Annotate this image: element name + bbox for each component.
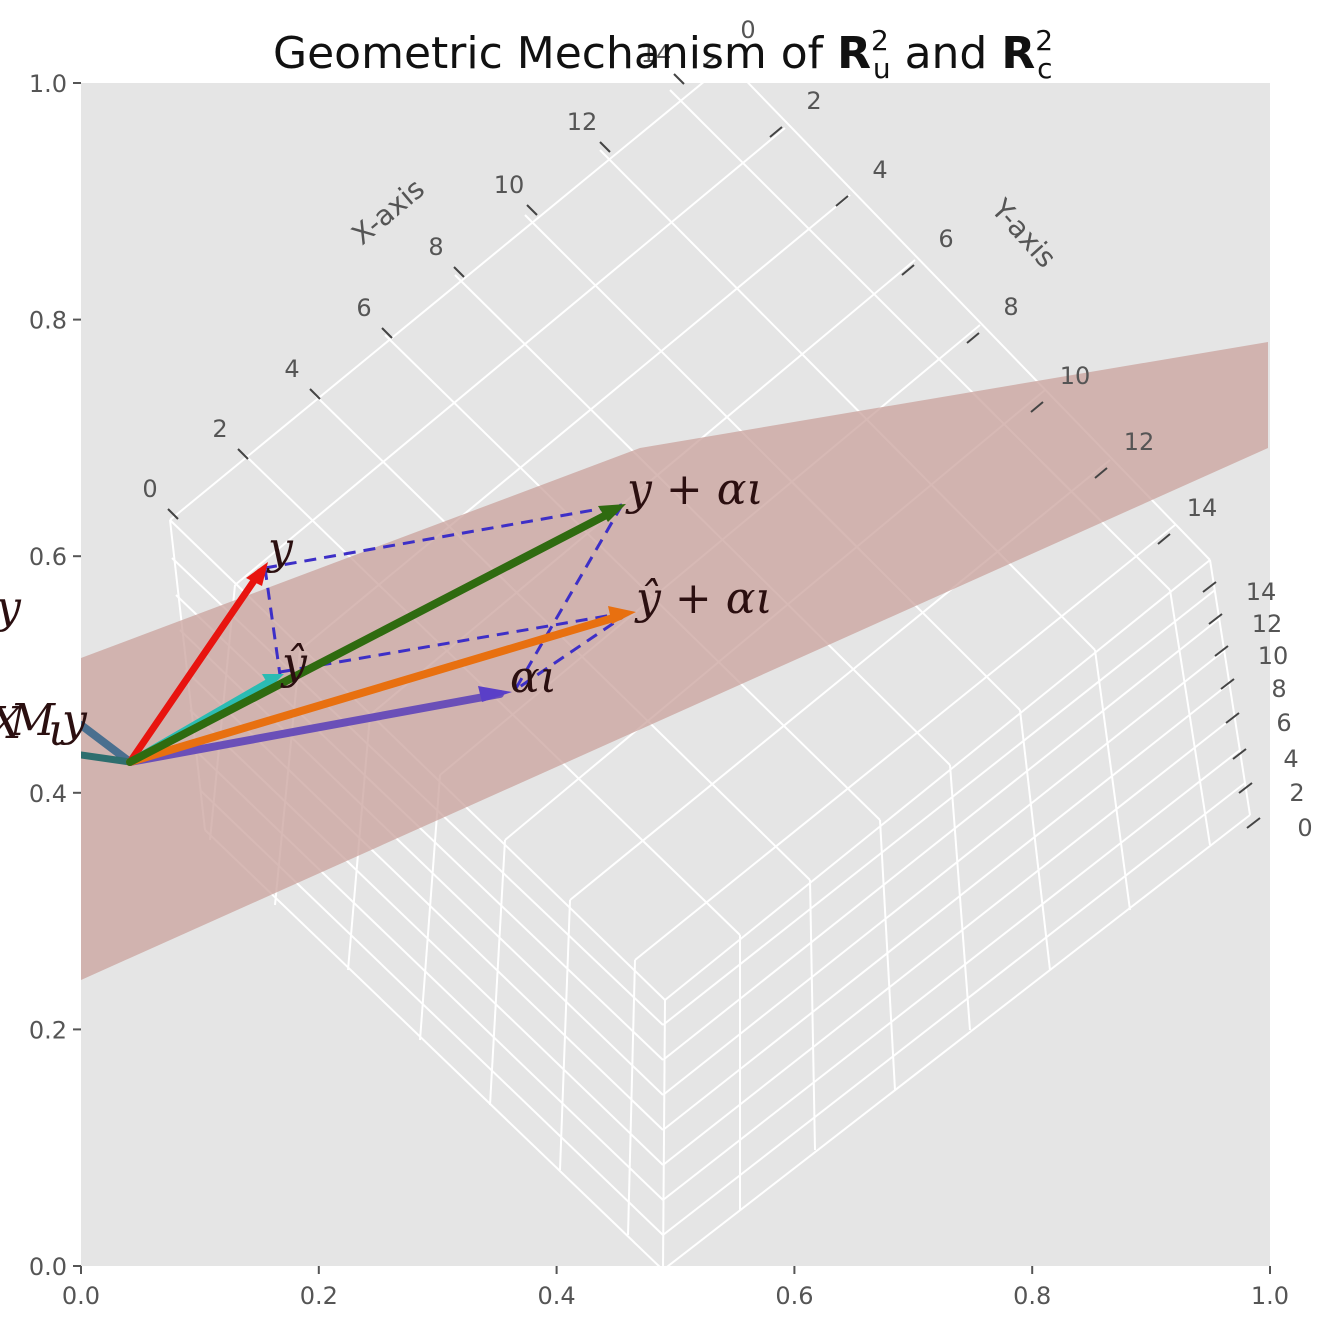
alpha-iota-vector bbox=[126, 690, 504, 766]
x3d-tick-label-mark bbox=[453, 266, 465, 278]
z3d-tick-label-mark bbox=[1225, 712, 1240, 724]
axis3d-ticks: 0 2 4 6 8 10 12 14 0 2 4 6 8 10 12 14 0 2 4 6 8 10 12 14 bbox=[142, 16, 1312, 842]
x-tick-label: 0.6 bbox=[775, 1282, 813, 1310]
y3d-tick-label: 8 bbox=[1003, 293, 1018, 321]
z3d-tick-label-mark bbox=[1220, 678, 1235, 690]
y-plus-alpha-iota-arrowhead bbox=[598, 504, 626, 522]
y-tick-label: 0.6 bbox=[29, 543, 67, 571]
z3d-tick-label: 6 bbox=[1276, 709, 1291, 737]
svg-text:X: X bbox=[0, 698, 23, 749]
x3d-tick-label-mark bbox=[673, 73, 685, 85]
y3d-tick-label-mark bbox=[769, 126, 783, 138]
y3d-tick-label: 12 bbox=[1124, 428, 1155, 456]
z3d-tick-label-mark bbox=[1214, 645, 1229, 657]
y3d-tick-label-mark bbox=[966, 332, 980, 344]
y-tick-label: 0.8 bbox=[29, 307, 67, 335]
column-space-plane bbox=[81, 342, 1268, 980]
y-tick-label: 0.2 bbox=[29, 1016, 67, 1044]
x-tick-label: 0.2 bbox=[300, 1282, 338, 1310]
svg-text:M: M bbox=[9, 695, 56, 746]
label-y-hat: ŷ bbox=[280, 638, 308, 689]
x3d-tick-label-mark bbox=[526, 204, 538, 216]
x-tick-label: 1.0 bbox=[1251, 1282, 1289, 1310]
z3d-tick-label: 0 bbox=[1297, 814, 1312, 842]
x3d-tick-label-mark bbox=[599, 141, 611, 153]
y-hat-plus-alpha-iota-vector bbox=[126, 612, 624, 766]
vectors bbox=[81, 504, 636, 766]
x3d-tick-label: 0 bbox=[142, 475, 157, 503]
y-hat-arrowhead bbox=[262, 674, 284, 688]
y-plus-alpha-iota-vector bbox=[126, 508, 616, 766]
z3d-tick-label-mark bbox=[1238, 782, 1253, 794]
alpha-iota-arrowhead bbox=[478, 686, 512, 702]
x3d-tick-label: 4 bbox=[284, 355, 299, 383]
y-hat-plus-alpha-iota-arrowhead bbox=[608, 606, 636, 624]
y3d-tick-label: 4 bbox=[872, 156, 887, 184]
x3d-tick-label: 10 bbox=[494, 171, 525, 199]
y3d-tick-label-mark bbox=[835, 195, 849, 207]
x3d-tick-label-mark bbox=[381, 327, 393, 339]
dashed-construction-lines bbox=[263, 503, 631, 692]
y-tick-label: 0.0 bbox=[29, 1253, 67, 1281]
z3d-tick-label: 4 bbox=[1283, 745, 1298, 773]
x3d-tick-label: 14 bbox=[641, 40, 672, 68]
label-left-y: y bbox=[0, 582, 22, 633]
x3d-tick-label-mark bbox=[309, 388, 321, 400]
y3d-tick-label: 2 bbox=[806, 87, 821, 115]
x3d-tick-label: 8 bbox=[428, 233, 443, 261]
label-mx-m-iota-y: X M ι y bbox=[0, 695, 88, 756]
svg-text:ι: ι bbox=[48, 705, 65, 756]
mx-m-iota-y-vector bbox=[81, 721, 134, 766]
z3d-tick-label-mark bbox=[1246, 817, 1261, 829]
z3d-tick-label: 14 bbox=[1246, 578, 1277, 606]
y-tick-label: 0.4 bbox=[29, 780, 67, 808]
label-y: y bbox=[266, 523, 294, 574]
y3d-tick-label: 10 bbox=[1060, 362, 1091, 390]
y3d-tick-label: 14 bbox=[1187, 494, 1218, 522]
x-tick-label: 0.0 bbox=[62, 1282, 100, 1310]
x3d-tick-label-mark bbox=[167, 508, 179, 520]
y-arrowhead bbox=[246, 562, 268, 586]
left-teal-vector bbox=[81, 751, 134, 766]
label-y-plus-alpha-iota: y + αι bbox=[625, 464, 764, 515]
y3d-tick-label-mark bbox=[1030, 401, 1044, 413]
x3d-tick-label: 12 bbox=[567, 108, 598, 136]
chart-title: Geometric Mechanism of R2 u and R2 c bbox=[273, 24, 1053, 85]
svg-text:y: y bbox=[60, 695, 88, 746]
z3d-tick-label: 10 bbox=[1258, 642, 1289, 670]
y3d-tick-label-mark bbox=[901, 264, 915, 276]
label-alpha-iota: αι bbox=[510, 652, 557, 703]
x3d-tick-label: 6 bbox=[356, 294, 371, 322]
label-y-hat-plus-alpha-iota: ŷ + αι bbox=[634, 573, 773, 624]
x-tick-label: 0.4 bbox=[538, 1282, 576, 1310]
z3d-tick-label-mark bbox=[1208, 613, 1223, 625]
y3d-tick-label: 0 bbox=[740, 16, 755, 44]
outer-axes: 0.0 0.2 0.4 0.6 0.8 1.0 0.0 0.2 0.4 0.6 0.8 1.0 bbox=[29, 70, 1289, 1310]
z3d-tick-label-mark bbox=[1202, 581, 1217, 593]
x-tick-label: 0.8 bbox=[1013, 1282, 1051, 1310]
y3d-tick-label-mark bbox=[1157, 533, 1171, 545]
y-tick-label: 1.0 bbox=[29, 70, 67, 98]
y3d-tick-label-mark bbox=[1094, 467, 1108, 479]
z3d-tick-label: 2 bbox=[1289, 779, 1304, 807]
y3d-tick-label-mark bbox=[703, 55, 717, 67]
z3d-tick-label: 12 bbox=[1252, 610, 1283, 638]
y-vector bbox=[126, 568, 264, 766]
z3d-tick-label-mark bbox=[1232, 748, 1247, 760]
x3d-tick-label-mark bbox=[237, 448, 249, 460]
z3d-tick-label: 8 bbox=[1271, 675, 1286, 703]
x3d-tick-label: 2 bbox=[212, 415, 227, 443]
y3d-tick-label: 6 bbox=[938, 225, 953, 253]
